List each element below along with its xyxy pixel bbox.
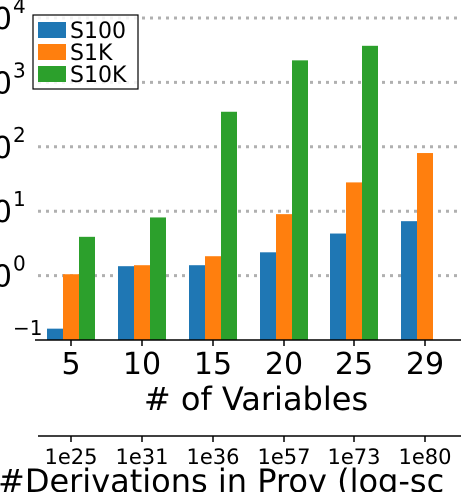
y-tick-label: 0: [0, 131, 12, 166]
bar-s1k-15: [205, 256, 221, 340]
secondary-tick-label: 1e80: [398, 445, 451, 469]
secondary-tick-label: 1e73: [327, 445, 380, 469]
x-tick-label: 15: [194, 347, 232, 382]
bars: [47, 45, 433, 341]
y-tick-labels: 0 40 30 20 10 0−1: [0, 0, 42, 340]
secondary-tick-label: 1e57: [257, 445, 310, 469]
legend-swatch-s10k: [38, 66, 66, 82]
y-tick-label: 0: [0, 195, 12, 230]
bar-s100-20: [260, 252, 276, 340]
bar-s1k-25: [346, 182, 362, 340]
y-tick-exponent: 0: [13, 252, 26, 276]
y-tick-exponent: 3: [13, 58, 26, 82]
bar-s100-5: [47, 328, 63, 340]
bar-s10k-20: [292, 60, 308, 340]
x-tick-label: 5: [61, 347, 80, 382]
y-tick-exponent: 1: [13, 187, 26, 211]
bar-s1k-29: [417, 153, 433, 340]
y-tick-exponent: −1: [13, 316, 42, 340]
bar-s100-29: [401, 221, 417, 340]
bar-s1k-10: [134, 265, 150, 340]
bar-s100-15: [189, 265, 205, 340]
x-tick-label: 25: [335, 347, 373, 382]
x-axis-label: # of Variables: [144, 380, 368, 418]
bar-s10k-10: [150, 217, 166, 340]
x-tick-label: 20: [265, 347, 303, 382]
bar-s100-10: [118, 266, 134, 340]
bar-s100-25: [330, 233, 346, 340]
y-tick-label: 0: [0, 2, 12, 37]
secondary-tick-label: 1e36: [186, 445, 239, 469]
secondary-tick-label: 1e31: [115, 445, 168, 469]
y-tick-label: 0: [0, 66, 12, 101]
legend-label-s1k: S1K: [70, 41, 113, 66]
y-tick-label: 0: [0, 260, 12, 295]
legend-swatch-s100: [38, 22, 66, 38]
bar-s10k-15: [221, 111, 237, 340]
secondary-axis-label: #Derivations in Prov (log-sc: [0, 462, 444, 492]
bar-s1k-20: [276, 214, 292, 340]
legend-swatch-s1k: [38, 44, 66, 60]
legend-label-s100: S100: [70, 19, 126, 44]
bar-s10k-5: [79, 236, 95, 340]
y-tick-exponent: 2: [13, 123, 26, 147]
bar-s1k-5: [63, 274, 79, 340]
secondary-tick-labels: 1e25 1e31 1e36 1e57 1e73 1e80: [44, 436, 452, 469]
y-tick-exponent: 4: [13, 0, 26, 18]
gridlines: [38, 16, 461, 278]
x-tick-label: 29: [406, 347, 444, 382]
bar-s10k-25: [362, 45, 378, 341]
x-tick-label: 10: [123, 347, 161, 382]
x-tick-labels: 5 10 15 20 25 29: [61, 340, 444, 382]
legend-label-s10k: S10K: [70, 63, 127, 88]
secondary-tick-label: 1e25: [44, 445, 97, 469]
